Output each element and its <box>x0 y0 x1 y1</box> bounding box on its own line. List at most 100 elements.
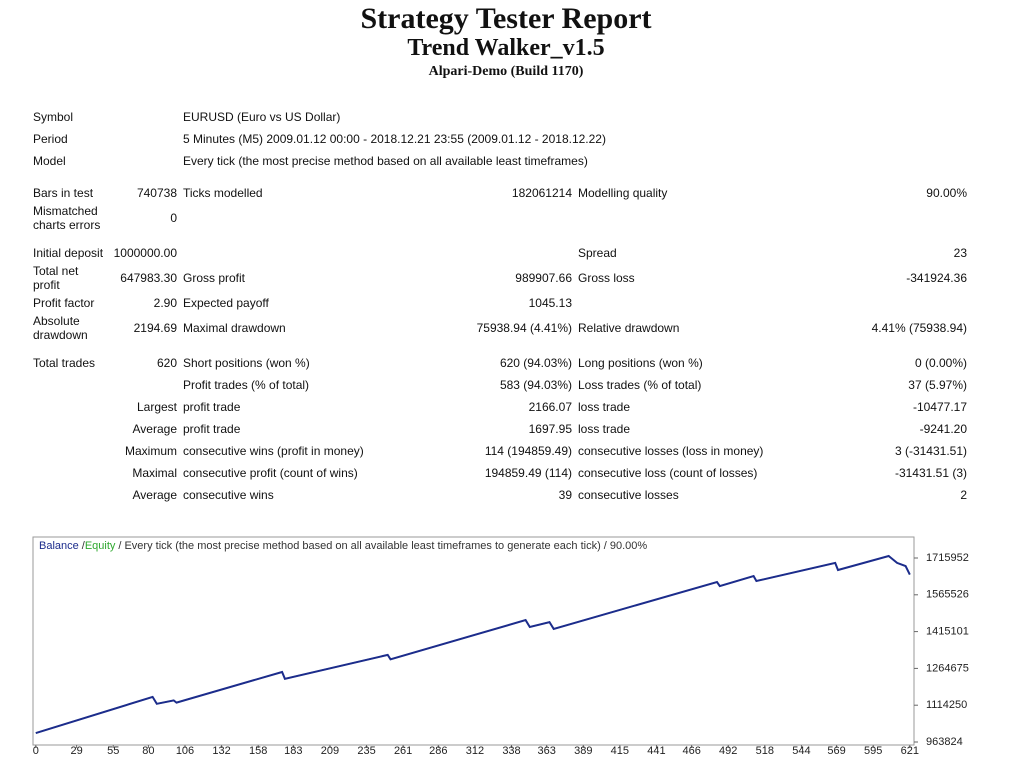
y-tick-label: 1715952 <box>926 552 969 564</box>
field-value: 0 <box>170 211 177 225</box>
report-row: Period 5 Minutes (M5) 2009.01.12 00:00 - … <box>30 128 970 150</box>
report-title: Strategy Tester Report <box>360 2 652 35</box>
x-tick-label: 261 <box>394 745 412 757</box>
report-row: Profit factor 2.90 Expected payoff 1045.13 <box>30 292 970 314</box>
field-label <box>30 374 110 396</box>
x-tick-label: 338 <box>502 745 520 757</box>
field-value: 2.90 <box>153 296 177 310</box>
plot-frame <box>32 536 915 746</box>
x-tick-label: 518 <box>756 745 774 757</box>
field-value: 114 (194859.49) <box>484 444 572 458</box>
field-label: loss trade <box>578 422 631 436</box>
section-gap <box>30 342 970 352</box>
field-value: 1045.13 <box>528 296 572 310</box>
field-value: 2 <box>960 488 967 502</box>
chart-legend: Balance/Equity / Every tick (the most prec… <box>39 540 647 552</box>
x-tick-label: 55 <box>107 745 119 757</box>
report-row: Absolute drawdown 2194.69 Maximal drawdown… <box>30 314 970 342</box>
field-label: Modelling quality <box>578 186 668 200</box>
report-row: Largest profit trade 2166.07 loss trade -104… <box>30 396 970 418</box>
x-tick-label: 29 <box>71 745 83 757</box>
field-value: 182061214 <box>511 186 572 200</box>
field-label: Gross loss <box>578 271 635 285</box>
field-label: consecutive loss (count of losses) <box>578 466 758 480</box>
report-row: Initial deposit 1000000.00 Spread 23 <box>30 242 970 264</box>
legend-entry: Balance <box>39 540 79 552</box>
field-value: 0 (0.00%) <box>914 356 967 370</box>
field-value: 5 Minutes (M5) 2009.01.12 00:00 - 2018.1… <box>183 132 606 146</box>
field-value: EURUSD (Euro vs US Dollar) <box>183 110 341 124</box>
field-value: -10477.17 <box>912 400 967 414</box>
field-value: -31431.51 (3) <box>894 466 967 480</box>
field-label <box>30 462 110 484</box>
x-tick-label: 132 <box>212 745 230 757</box>
field-value: 37 (5.97%) <box>908 378 967 392</box>
x-tick-label: 183 <box>284 745 302 757</box>
field-label: Long positions (won %) <box>578 356 703 370</box>
field-label: Absolute drawdown <box>33 314 88 342</box>
report-row: Profit trades (% of total) 583 (94.03%) Lo… <box>30 374 970 396</box>
report-row: Mismatched charts errors 0 <box>30 204 970 232</box>
x-tick-label: 621 <box>901 745 919 757</box>
legend-model: Every tick (the most precise method base… <box>124 540 600 552</box>
field-value: 39 <box>558 488 572 502</box>
field-label: Ticks modelled <box>183 186 263 200</box>
x-tick-label: 106 <box>176 745 194 757</box>
field-value: -341924.36 <box>906 271 967 285</box>
field-label <box>30 484 110 506</box>
field-label: Spread <box>578 246 617 260</box>
section-gap <box>30 232 970 242</box>
legend-entry: Equity <box>85 540 116 552</box>
field-label: Profit factor <box>33 296 95 310</box>
expert-name: Trend Walker_v1.5 <box>407 35 605 61</box>
field-label <box>575 204 775 232</box>
field-label: Maximal drawdown <box>183 321 286 335</box>
field-value: 3 (-31431.51) <box>894 444 967 458</box>
x-tick-label: 0 <box>33 745 39 757</box>
report-row: Bars in test 740738 Ticks modelled 18206121… <box>30 182 970 204</box>
field-label <box>30 418 110 440</box>
field-label: Symbol <box>33 110 74 124</box>
field-label: Short positions (won %) <box>183 356 310 370</box>
x-tick-label: 363 <box>538 745 556 757</box>
field-label <box>180 242 380 264</box>
field-label <box>575 292 775 314</box>
field-label: consecutive wins (profit in money) <box>183 444 364 458</box>
report-row: Maximum consecutive wins (profit in money… <box>30 440 970 462</box>
field-value <box>110 374 180 396</box>
field-value: 647983.30 <box>120 271 177 285</box>
field-value: 2166.07 <box>528 400 572 414</box>
x-tick-label: 235 <box>357 745 375 757</box>
field-value: Average <box>132 488 177 502</box>
field-label: Model <box>33 154 66 168</box>
y-tick-label: 963824 <box>926 736 963 748</box>
balance-chart: Balance/Equity / Every tick (the most prec… <box>32 536 969 757</box>
field-value: 75938.94 (4.41%) <box>476 321 572 335</box>
field-label: profit trade <box>183 400 241 414</box>
field-value: 2194.69 <box>133 321 177 335</box>
field-value: 1000000.00 <box>113 246 177 260</box>
y-tick-label: 1114250 <box>926 699 967 711</box>
field-value: Every tick (the most precise method base… <box>183 154 588 168</box>
x-tick-label: 415 <box>611 745 629 757</box>
x-tick-label: 209 <box>321 745 339 757</box>
x-tick-label: 441 <box>647 745 665 757</box>
report-row: Total trades 620 Short positions (won %) 62… <box>30 352 970 374</box>
x-tick-label: 466 <box>682 745 700 757</box>
field-label: Initial deposit <box>33 246 104 260</box>
x-tick-label: 80 <box>142 745 154 757</box>
x-tick-label: 544 <box>792 745 810 757</box>
field-label: Bars in test <box>33 186 94 200</box>
field-label: loss trade <box>578 400 631 414</box>
x-tick-label: 286 <box>429 745 447 757</box>
field-value: 1697.95 <box>528 422 572 436</box>
field-value <box>775 204 970 232</box>
x-tick-label: 158 <box>249 745 267 757</box>
balance-line <box>35 554 911 735</box>
legend-separator: / <box>82 540 86 552</box>
field-value: 620 (94.03%) <box>499 356 572 370</box>
x-tick-label: 312 <box>466 745 484 757</box>
field-value: 90.00% <box>926 186 967 200</box>
field-label: consecutive profit (count of wins) <box>183 466 358 480</box>
